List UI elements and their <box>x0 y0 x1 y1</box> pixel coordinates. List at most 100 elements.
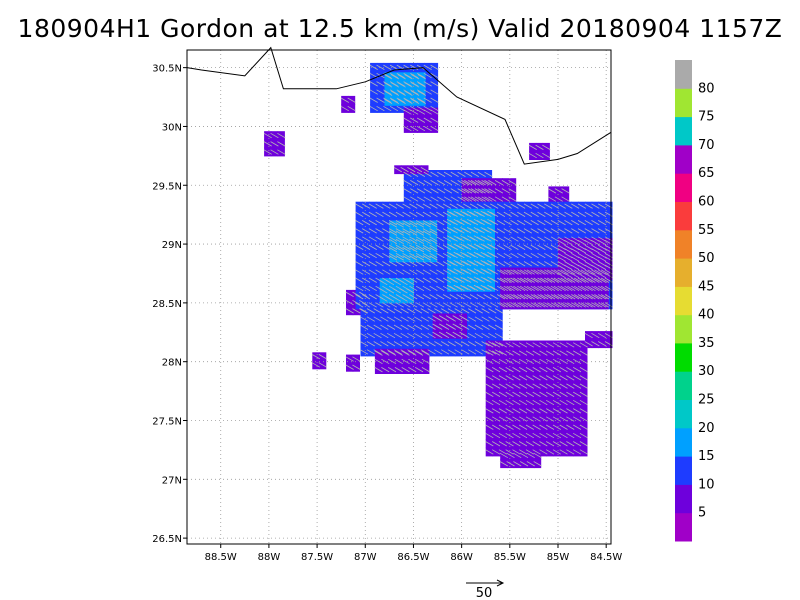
wind-vector-arrow <box>456 220 465 226</box>
wind-vector-arrow <box>430 81 439 87</box>
wind-vector-arrow <box>537 285 546 292</box>
wind-vector-arrow <box>396 81 405 87</box>
wind-vector-arrow <box>445 315 454 321</box>
wind-vector-arrow <box>366 332 375 339</box>
wind-vector-arrow <box>487 227 496 233</box>
colorbar-swatch <box>675 314 692 344</box>
wind-vector-arrow <box>379 288 388 294</box>
wind-vector-arrow <box>537 269 546 275</box>
wind-vector-arrow <box>388 244 398 250</box>
wind-vector-arrow <box>422 269 431 275</box>
map-title: 180904H1 Gordon at 12.5 km (m/s) Valid 2… <box>17 14 783 43</box>
wind-vector-arrow <box>452 323 461 329</box>
wind-vector-arrow <box>600 294 610 300</box>
wind-vector-arrow <box>410 188 419 194</box>
wind-vector-arrow <box>564 211 573 217</box>
wind-vector-arrow <box>557 269 566 275</box>
wind-vector-arrow <box>436 220 445 226</box>
wind-vector-arrow <box>463 261 472 267</box>
wind-vector-arrow <box>345 308 354 314</box>
wind-vector-arrow <box>416 196 426 202</box>
wind-vector-arrow <box>530 285 539 292</box>
wind-vector-arrow <box>546 391 555 397</box>
wind-vector-arrow <box>422 222 431 228</box>
wind-vector-arrow <box>598 240 607 246</box>
wind-vector-arrow <box>547 269 556 275</box>
wind-vector-arrow <box>579 399 588 406</box>
wind-vector-arrow <box>535 144 544 150</box>
wind-vector-arrow <box>546 432 555 439</box>
wind-vector-arrow <box>591 332 600 339</box>
wind-vector-arrow <box>557 277 566 283</box>
wind-vector-arrow <box>523 261 532 267</box>
wind-vector-arrow <box>415 238 425 245</box>
wind-vector-arrow <box>373 316 382 322</box>
wind-vector-arrow <box>591 269 600 275</box>
wind-vector-arrow <box>520 277 529 283</box>
wind-vector-arrow <box>395 211 404 217</box>
wind-vector-arrow <box>380 349 389 355</box>
wind-vector-arrow <box>584 302 593 308</box>
wind-vector-arrow <box>422 230 431 236</box>
wind-vector-arrow <box>499 461 508 467</box>
wind-vector-arrow <box>579 424 588 430</box>
wind-vector-arrow <box>547 302 556 308</box>
wind-vector-arrow <box>600 269 610 275</box>
wind-vector-arrow <box>366 308 375 314</box>
wind-vector-arrow <box>571 240 580 246</box>
wind-vector-arrow <box>571 272 580 279</box>
wind-vector-arrow <box>517 277 526 283</box>
wind-vector-arrow <box>422 285 431 292</box>
wind-vector-arrow <box>369 105 378 112</box>
wind-vector-arrow <box>388 247 398 253</box>
wind-vector-arrow <box>409 244 418 250</box>
wind-vector-arrow <box>537 277 546 283</box>
wind-vector-arrow <box>389 89 399 95</box>
wind-vector-arrow <box>520 285 529 292</box>
colorbar-label: 55 <box>698 223 715 238</box>
wind-vector-arrow <box>577 211 586 217</box>
wind-vector-arrow <box>427 324 436 330</box>
wind-vector-arrow <box>429 211 438 217</box>
wind-vector-arrow <box>446 210 455 216</box>
wind-vector-arrow <box>409 236 418 242</box>
wind-vector-arrow <box>499 285 508 292</box>
wind-vector-arrow <box>540 285 549 292</box>
wind-vector-arrow <box>467 260 476 266</box>
wind-vector-arrow <box>408 367 417 373</box>
wind-vector-arrow <box>375 302 384 308</box>
wind-vector-arrow <box>598 228 607 234</box>
wind-vector-arrow <box>436 244 445 250</box>
wind-vector-arrow <box>396 72 405 79</box>
wind-vector-arrow <box>404 98 413 105</box>
wind-vector-arrow <box>567 302 576 308</box>
wind-vector-arrow <box>430 117 439 123</box>
wind-vector-arrow <box>584 256 593 262</box>
wind-vector-arrow <box>492 408 501 414</box>
wind-vector-arrow <box>480 235 489 241</box>
wind-vector-arrow <box>492 367 501 373</box>
wind-vector-arrow <box>483 269 492 275</box>
wind-vector-arrow <box>526 294 535 300</box>
lat-tick-label: 30.5N <box>152 64 182 75</box>
wind-vector-arrow <box>481 188 490 194</box>
wind-vector-arrow <box>263 149 272 155</box>
wind-vector-arrow <box>537 220 546 226</box>
wind-vector-arrow <box>566 441 575 447</box>
wind-vector-arrow <box>512 350 521 356</box>
wind-vector-arrow <box>566 391 575 397</box>
wind-vector-arrow <box>468 341 477 347</box>
wind-vector-arrow <box>393 308 402 314</box>
wind-vector-arrow <box>467 218 476 225</box>
wind-vector-arrow <box>512 391 521 397</box>
wind-vector-arrow <box>499 452 508 459</box>
colorbar-swatch <box>675 116 692 146</box>
colorbar-label: 75 <box>698 110 715 125</box>
wind-vector-arrow <box>481 332 490 339</box>
wind-vector-arrow <box>414 308 423 314</box>
wind-vector-arrow <box>577 228 586 234</box>
wind-vector-arrow <box>492 424 501 430</box>
wind-vector-arrow <box>408 358 417 365</box>
wind-vector-arrow <box>480 260 489 266</box>
wind-vector-arrow <box>392 279 401 286</box>
